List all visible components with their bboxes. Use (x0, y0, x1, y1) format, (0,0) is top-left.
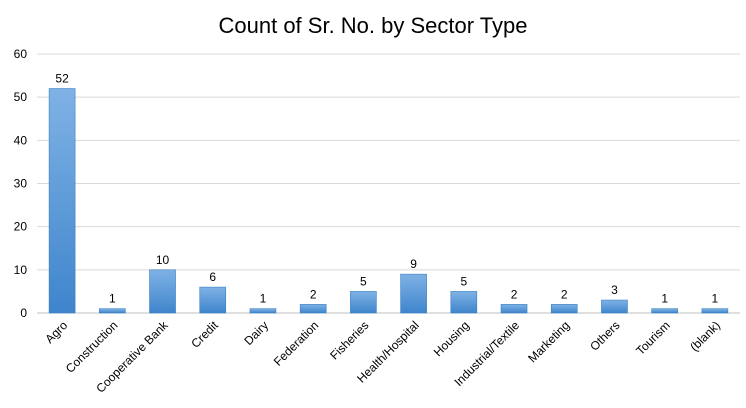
y-axis-ticks: 0 10 20 30 40 50 60 (14, 47, 28, 320)
data-label: 52 (55, 72, 69, 86)
bar-fisheries (350, 291, 377, 314)
y-tick-label: 40 (14, 133, 28, 147)
x-tick-label: Dairy (241, 318, 271, 348)
bar-agro (48, 88, 76, 314)
y-tick-label: 60 (14, 47, 28, 61)
data-label: 2 (511, 287, 518, 301)
data-label: 2 (561, 287, 568, 301)
data-label: 6 (209, 270, 216, 284)
x-tick-label: (blank) (687, 318, 723, 354)
x-tick-label: Credit (188, 318, 221, 351)
data-label: 1 (260, 292, 267, 306)
x-tick-label: Housing (431, 318, 472, 359)
x-tick-label: Marketing (525, 318, 572, 365)
bars (48, 88, 729, 314)
bar-federation (299, 304, 327, 314)
bar-construction (99, 308, 126, 314)
x-tick-label: Federation (271, 318, 321, 368)
x-tick-label: Agro (42, 318, 70, 346)
data-label: 1 (109, 292, 116, 306)
bar-blank (701, 308, 729, 314)
chart-title: Count of Sr. No. by Sector Type (219, 13, 528, 38)
y-tick-label: 0 (20, 306, 27, 320)
bar-dairy (249, 308, 277, 314)
x-tick-label: Fisheries (327, 318, 371, 362)
y-tick-label: 50 (14, 90, 28, 104)
data-label: 5 (360, 274, 367, 288)
bar-housing (450, 291, 478, 314)
data-label: 1 (712, 292, 719, 306)
data-label: 2 (310, 287, 317, 301)
y-tick-label: 10 (14, 263, 28, 277)
y-tick-label: 30 (14, 177, 28, 191)
bar-cooperative-bank (149, 269, 176, 314)
x-tick-label: Tourism (633, 318, 673, 358)
data-label: 10 (156, 253, 170, 267)
bar-others (601, 299, 628, 314)
data-label: 1 (661, 292, 668, 306)
bar-tourism (651, 308, 678, 314)
gridlines (37, 53, 740, 314)
x-tick-label: Others (587, 318, 622, 353)
bar-credit (199, 286, 227, 314)
bar-marketing (550, 304, 578, 314)
data-label: 3 (611, 283, 618, 297)
data-label: 5 (460, 274, 467, 288)
y-tick-label: 20 (14, 220, 28, 234)
bar-health-hospital (400, 273, 427, 314)
data-label: 9 (410, 257, 417, 271)
bar-industrial-textile (500, 304, 528, 314)
